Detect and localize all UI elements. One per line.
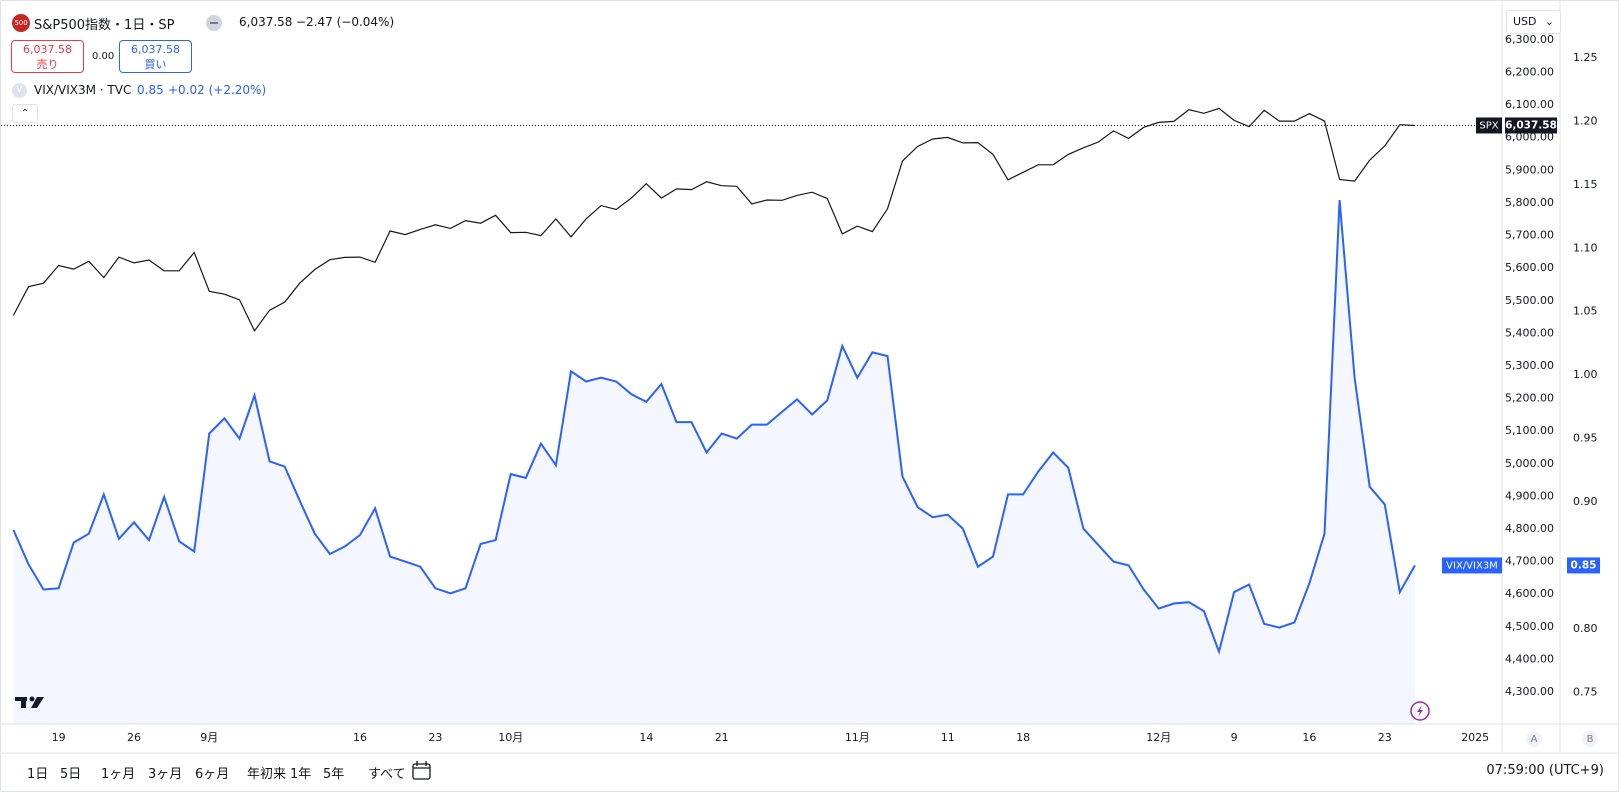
y-tick-label: 5,500.00 [1505,294,1554,307]
y2-tick-label: 1.15 [1573,178,1598,191]
y-tick-label: 5,000.00 [1505,457,1554,470]
y2-tick-label: 0.95 [1573,432,1598,445]
range-button[interactable]: 5年 [323,767,345,782]
y-tick-label: 5,600.00 [1505,261,1554,274]
buy-button[interactable]: 6,037.58 買い [119,40,192,73]
series-badge-bg [1476,117,1502,134]
indicator-icon: V [12,83,27,98]
x-tick-label: 16 [1302,731,1316,744]
lightning-button[interactable] [1410,701,1430,721]
value-badge: 0.85 [1571,559,1597,571]
x-tick-label: 10月 [498,731,523,744]
price-change: −2.47 (−0.04%) [296,15,395,29]
range-button[interactable]: 1日 [27,767,49,782]
y2-tick-label: 1.00 [1573,368,1598,381]
y-tick-label: 5,300.00 [1505,359,1554,372]
axis-button[interactable]: A [1531,734,1538,745]
y-tick-label: 5,100.00 [1505,424,1554,437]
y-tick-label: 4,700.00 [1505,555,1554,568]
x-tick-label: 16 [353,731,367,744]
x-tick-label: 23 [428,731,442,744]
area [13,200,1415,724]
time: 07:59:00 (UTC+9) [1486,763,1604,778]
value-badge-bg [1567,557,1600,574]
x-tick-label: 9 [1231,731,1238,744]
range-button[interactable]: すべて [368,767,406,782]
range-button[interactable]: 年初来 [247,767,287,782]
y-tick-label: 5,200.00 [1505,392,1554,405]
collapse-button[interactable]: ⌃ [12,104,38,123]
buy-label: 買い [144,58,167,71]
y2-tick-label: 1.20 [1573,114,1598,127]
range-button[interactable]: 6ヶ月 [195,767,230,782]
range-button[interactable]: 3ヶ月 [148,767,183,782]
y2-tick-label: 0.75 [1573,685,1598,698]
y-tick-label: 6,200.00 [1505,66,1554,79]
series-badge: SPX [1479,120,1498,131]
x-tick-label: 18 [1016,731,1030,744]
y-tick-label: 4,900.00 [1505,489,1554,502]
y-tick-label: 4,500.00 [1505,620,1554,633]
y-tick-label: 4,600.00 [1505,587,1554,600]
x-tick-label: 23 [1378,731,1392,744]
axis-button-bg [1526,731,1542,747]
y-tick-label: 6,000.00 [1505,131,1554,144]
y2-tick-label: 1.10 [1573,241,1598,254]
sell-price: 6,037.58 [23,43,72,56]
axis-button-bg [1582,731,1598,747]
x-tick-label: 9月 [200,731,218,744]
range-button[interactable]: 1年 [290,767,312,782]
currency: USD [1513,15,1537,28]
y-tick-label: 6,300.00 [1505,33,1554,46]
y-tick-label: 6,100.00 [1505,98,1554,111]
symbol-title[interactable]: S&P500指数・1日・SP [34,18,175,33]
buy-price: 6,037.58 [131,43,180,56]
y-tick-label: 4,400.00 [1505,652,1554,665]
calendar-button[interactable] [412,761,431,780]
indicator-change: +0.02 (+2.20%) [168,83,267,97]
range-button[interactable]: 1ヶ月 [101,767,136,782]
x-tick-label: 21 [715,731,729,744]
x-tick-label: 26 [127,731,141,744]
x-tick-label: 12月 [1146,731,1171,744]
y2-tick-label: 1.25 [1573,51,1598,64]
value-badge: 6,037.58 [1505,119,1557,131]
spread: 0.00 [92,51,115,62]
symbol-icon: 500 [12,14,30,32]
x-tick-label: 11月 [845,731,870,744]
line [12,200,1416,656]
series-badge: VIX/VIX3M [1446,560,1498,571]
x-tick-label: 11 [941,731,955,744]
series-badge-bg [1442,557,1502,574]
y2-tick-label: 0.80 [1573,622,1598,635]
line [12,107,1415,332]
y-tick-label: 5,700.00 [1505,229,1554,242]
indicator-title[interactable]: VIX/VIX3M · TVC [34,83,132,97]
value-badge-bg [1505,117,1557,134]
range-button[interactable]: 5日 [60,767,82,782]
y-tick-label: 4,800.00 [1505,522,1554,535]
price: 6,037.58 [239,15,293,29]
y-tick-label: 4,300.00 [1505,685,1554,698]
x-tick-label: 2025 [1461,731,1489,744]
tv-logo [15,696,44,708]
x-tick-label: 19 [52,731,66,744]
currency-select[interactable]: USD ⌄ [1506,10,1561,34]
y2-tick-label: 1.05 [1573,305,1598,318]
y-tick-label: 5,400.00 [1505,326,1554,339]
y2-tick-label: 0.90 [1573,495,1598,508]
indicator-value: 0.85 [137,83,164,97]
axis-button[interactable]: B [1587,734,1594,745]
y-tick-label: 5,800.00 [1505,196,1554,209]
sell-label: 売り [36,58,59,71]
sell-button[interactable]: 6,037.58 売り [11,40,84,73]
y-tick-label: 5,900.00 [1505,163,1554,176]
minus-button[interactable] [206,15,222,31]
x-tick-label: 14 [639,731,653,744]
